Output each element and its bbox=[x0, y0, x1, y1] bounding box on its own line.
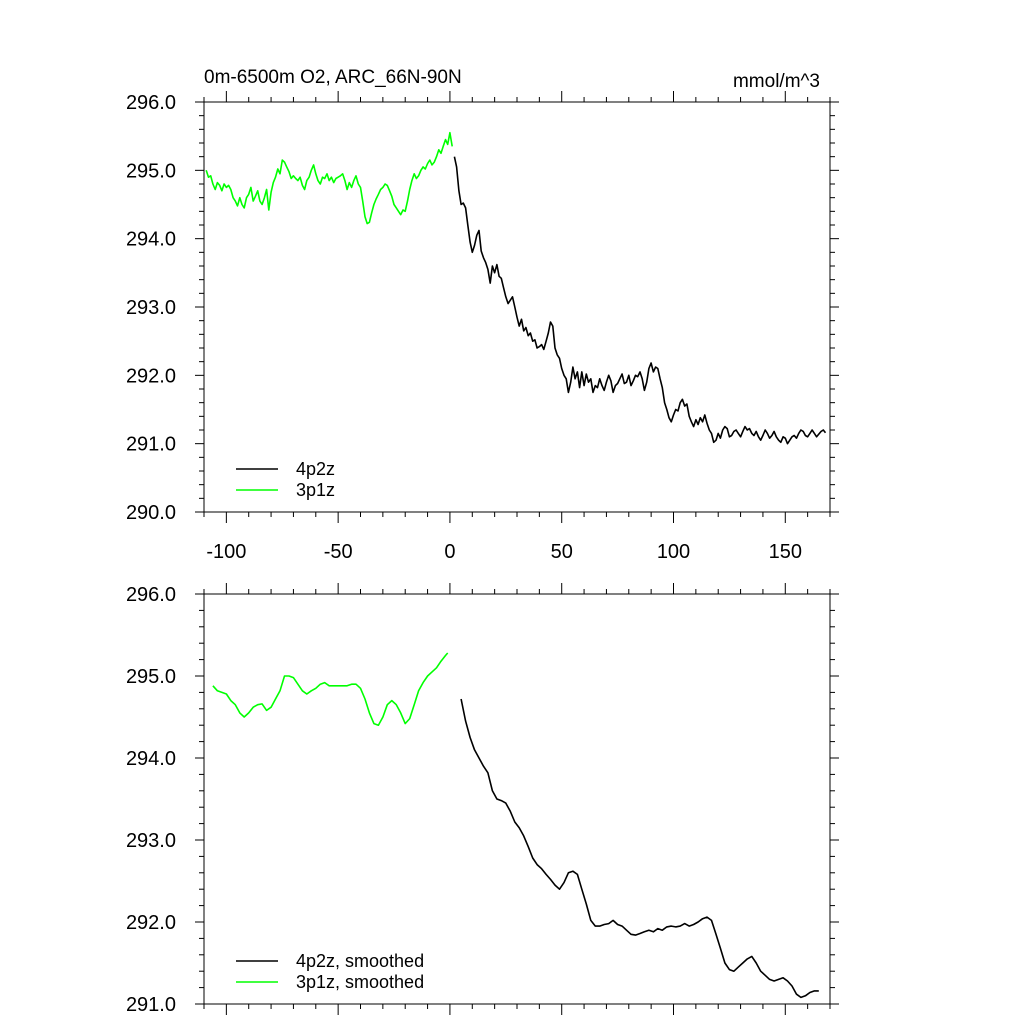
y-tick-label: 294.0 bbox=[126, 229, 176, 251]
y-tick-label: 295.0 bbox=[126, 160, 176, 182]
y-tick-label: 294.0 bbox=[126, 748, 176, 770]
top-series-layer bbox=[205, 131, 827, 445]
y-tick-label: 291.0 bbox=[126, 434, 176, 456]
chart-title: 0m-6500m O2, ARC_66N-90N bbox=[204, 67, 462, 88]
y-tick-label: 291.0 bbox=[126, 994, 176, 1016]
y-tick-label: 296.0 bbox=[126, 92, 176, 114]
y-tick-label: 293.0 bbox=[126, 830, 176, 852]
legend-label: 4p2z, smoothed bbox=[296, 951, 424, 971]
top-axes: 290.0 291.0 292.0 293.0 294.0 295.0 296.0 -100 -… bbox=[126, 91, 839, 563]
x-tick-label: -50 bbox=[324, 541, 353, 563]
y-tick-label: 296.0 bbox=[126, 584, 176, 606]
x-tick-label: 50 bbox=[551, 541, 573, 563]
y-tick-label: 290.0 bbox=[126, 502, 176, 524]
series-line-3p1z-smoothed bbox=[212, 652, 449, 727]
y-tick-label: 295.0 bbox=[126, 666, 176, 688]
y-tick-label: 292.0 bbox=[126, 365, 176, 387]
x-tick-label: 0 bbox=[444, 541, 455, 563]
bottom-plot-frame bbox=[203, 593, 831, 1005]
x-tick-label: 150 bbox=[769, 541, 802, 563]
bottom-panel: 291.0 292.0 293.0 294.0 295.0 296.0 4p2z, smo… bbox=[126, 583, 839, 1016]
legend-label: 4p2z bbox=[296, 459, 335, 479]
y-tick-label: 292.0 bbox=[126, 912, 176, 934]
x-tick-label: -100 bbox=[206, 541, 246, 563]
units-label: mmol/m^3 bbox=[733, 71, 820, 92]
legend-label: 3p1z bbox=[296, 480, 335, 500]
series-line-4p2z-smoothed bbox=[460, 698, 819, 999]
y-tick-label: 293.0 bbox=[126, 297, 176, 319]
series-line-4p2z bbox=[453, 156, 827, 445]
top-plot-frame bbox=[203, 101, 831, 513]
bottom-axes: 291.0 292.0 293.0 294.0 295.0 296.0 bbox=[126, 583, 839, 1016]
bottom-series-layer bbox=[212, 652, 819, 999]
top-panel: 0m-6500m O2, ARC_66N-90N mmol/m^3 290.02… bbox=[126, 67, 839, 563]
x-tick-label: 100 bbox=[657, 541, 690, 563]
legend-label: 3p1z, smoothed bbox=[296, 972, 424, 992]
series-line-3p1z bbox=[205, 131, 453, 225]
